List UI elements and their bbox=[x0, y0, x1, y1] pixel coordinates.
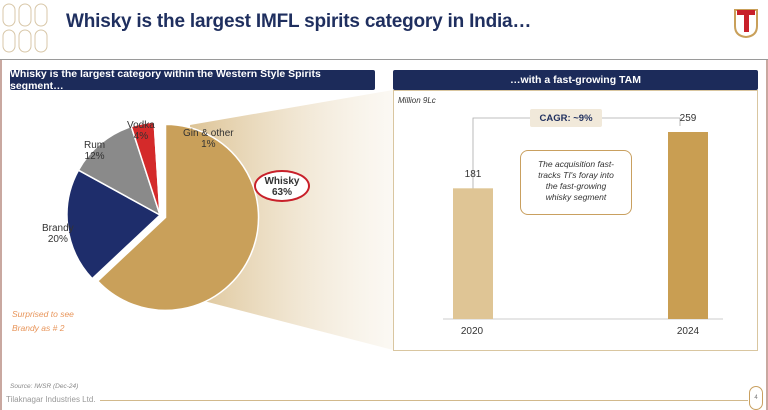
bar-value-2024: 259 bbox=[679, 113, 697, 124]
footer-line bbox=[100, 400, 748, 401]
source-note: Source: IWSR (Dec-24) bbox=[10, 383, 79, 390]
slide-frame bbox=[0, 60, 768, 410]
pie-slice-brandy bbox=[66, 169, 162, 280]
header: Whisky is the largest IMFL spirits categ… bbox=[0, 0, 768, 60]
page-number: 4 bbox=[749, 386, 763, 410]
zoom-cone bbox=[190, 90, 393, 350]
right-panel-header: …with a fast-growing TAM bbox=[393, 70, 758, 90]
left-panel-header: Whisky is the largest category within th… bbox=[10, 68, 375, 92]
callout-bubble: The acquisition fast-tracks TI's foray i… bbox=[520, 150, 632, 215]
page-title: Whisky is the largest IMFL spirits categ… bbox=[66, 11, 532, 32]
pie-label-rum: Rum 12% bbox=[84, 140, 106, 162]
pie-label-vodka: Vodka 4% bbox=[127, 120, 155, 142]
pie-slice-whisky bbox=[96, 123, 260, 312]
company-name: Tilaknagar Industries Ltd. bbox=[6, 395, 96, 404]
bar-2024 bbox=[668, 132, 708, 319]
brand-logo-icon bbox=[734, 9, 758, 38]
pie-label-brandy: Brandy 20% bbox=[42, 223, 74, 245]
pie-label-whisky: Whisky 63% bbox=[254, 170, 310, 202]
bar-2020 bbox=[453, 188, 493, 319]
bar-value-2020: 181 bbox=[464, 169, 482, 181]
bar-chart bbox=[443, 117, 723, 320]
pattern-logo-icon bbox=[2, 3, 48, 53]
pie-label-gin: Gin & other 1% bbox=[183, 128, 234, 150]
x-tick-2020: 2020 bbox=[460, 326, 484, 337]
pie-slice-gin-other bbox=[153, 121, 161, 216]
pie-chart bbox=[66, 90, 393, 350]
unit-label: Million 9Lc bbox=[398, 96, 436, 105]
brandy-note: Surprised to see Brandy as # 2 bbox=[12, 309, 74, 333]
cagr-badge: CAGR: ~9% bbox=[530, 109, 602, 127]
x-tick-2024: 2024 bbox=[676, 326, 700, 337]
pie-slice-rum bbox=[77, 125, 162, 217]
